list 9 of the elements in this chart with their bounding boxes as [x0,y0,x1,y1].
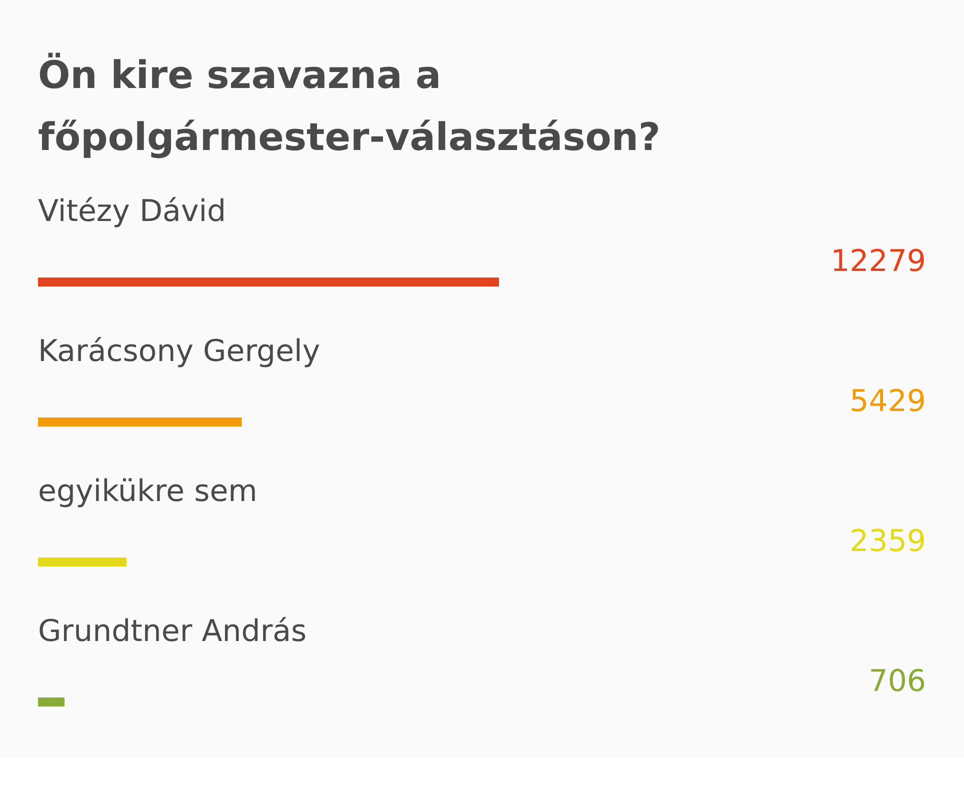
y-tick-label: egyikükre sem [38,474,258,509]
data-label: 706 [868,664,926,699]
y-tick-label: Grundtner András [38,614,307,649]
data-label: 2359 [850,524,926,559]
chart-title: Ön kire szavazna a főpolgármester-választáson? [38,52,660,159]
data-label: 5429 [850,384,926,419]
y-tick-label: Vitézy Dávid [38,194,226,229]
y-tick-label: Karácsony Gergely [38,334,320,369]
data-label: 12279 [830,244,926,279]
